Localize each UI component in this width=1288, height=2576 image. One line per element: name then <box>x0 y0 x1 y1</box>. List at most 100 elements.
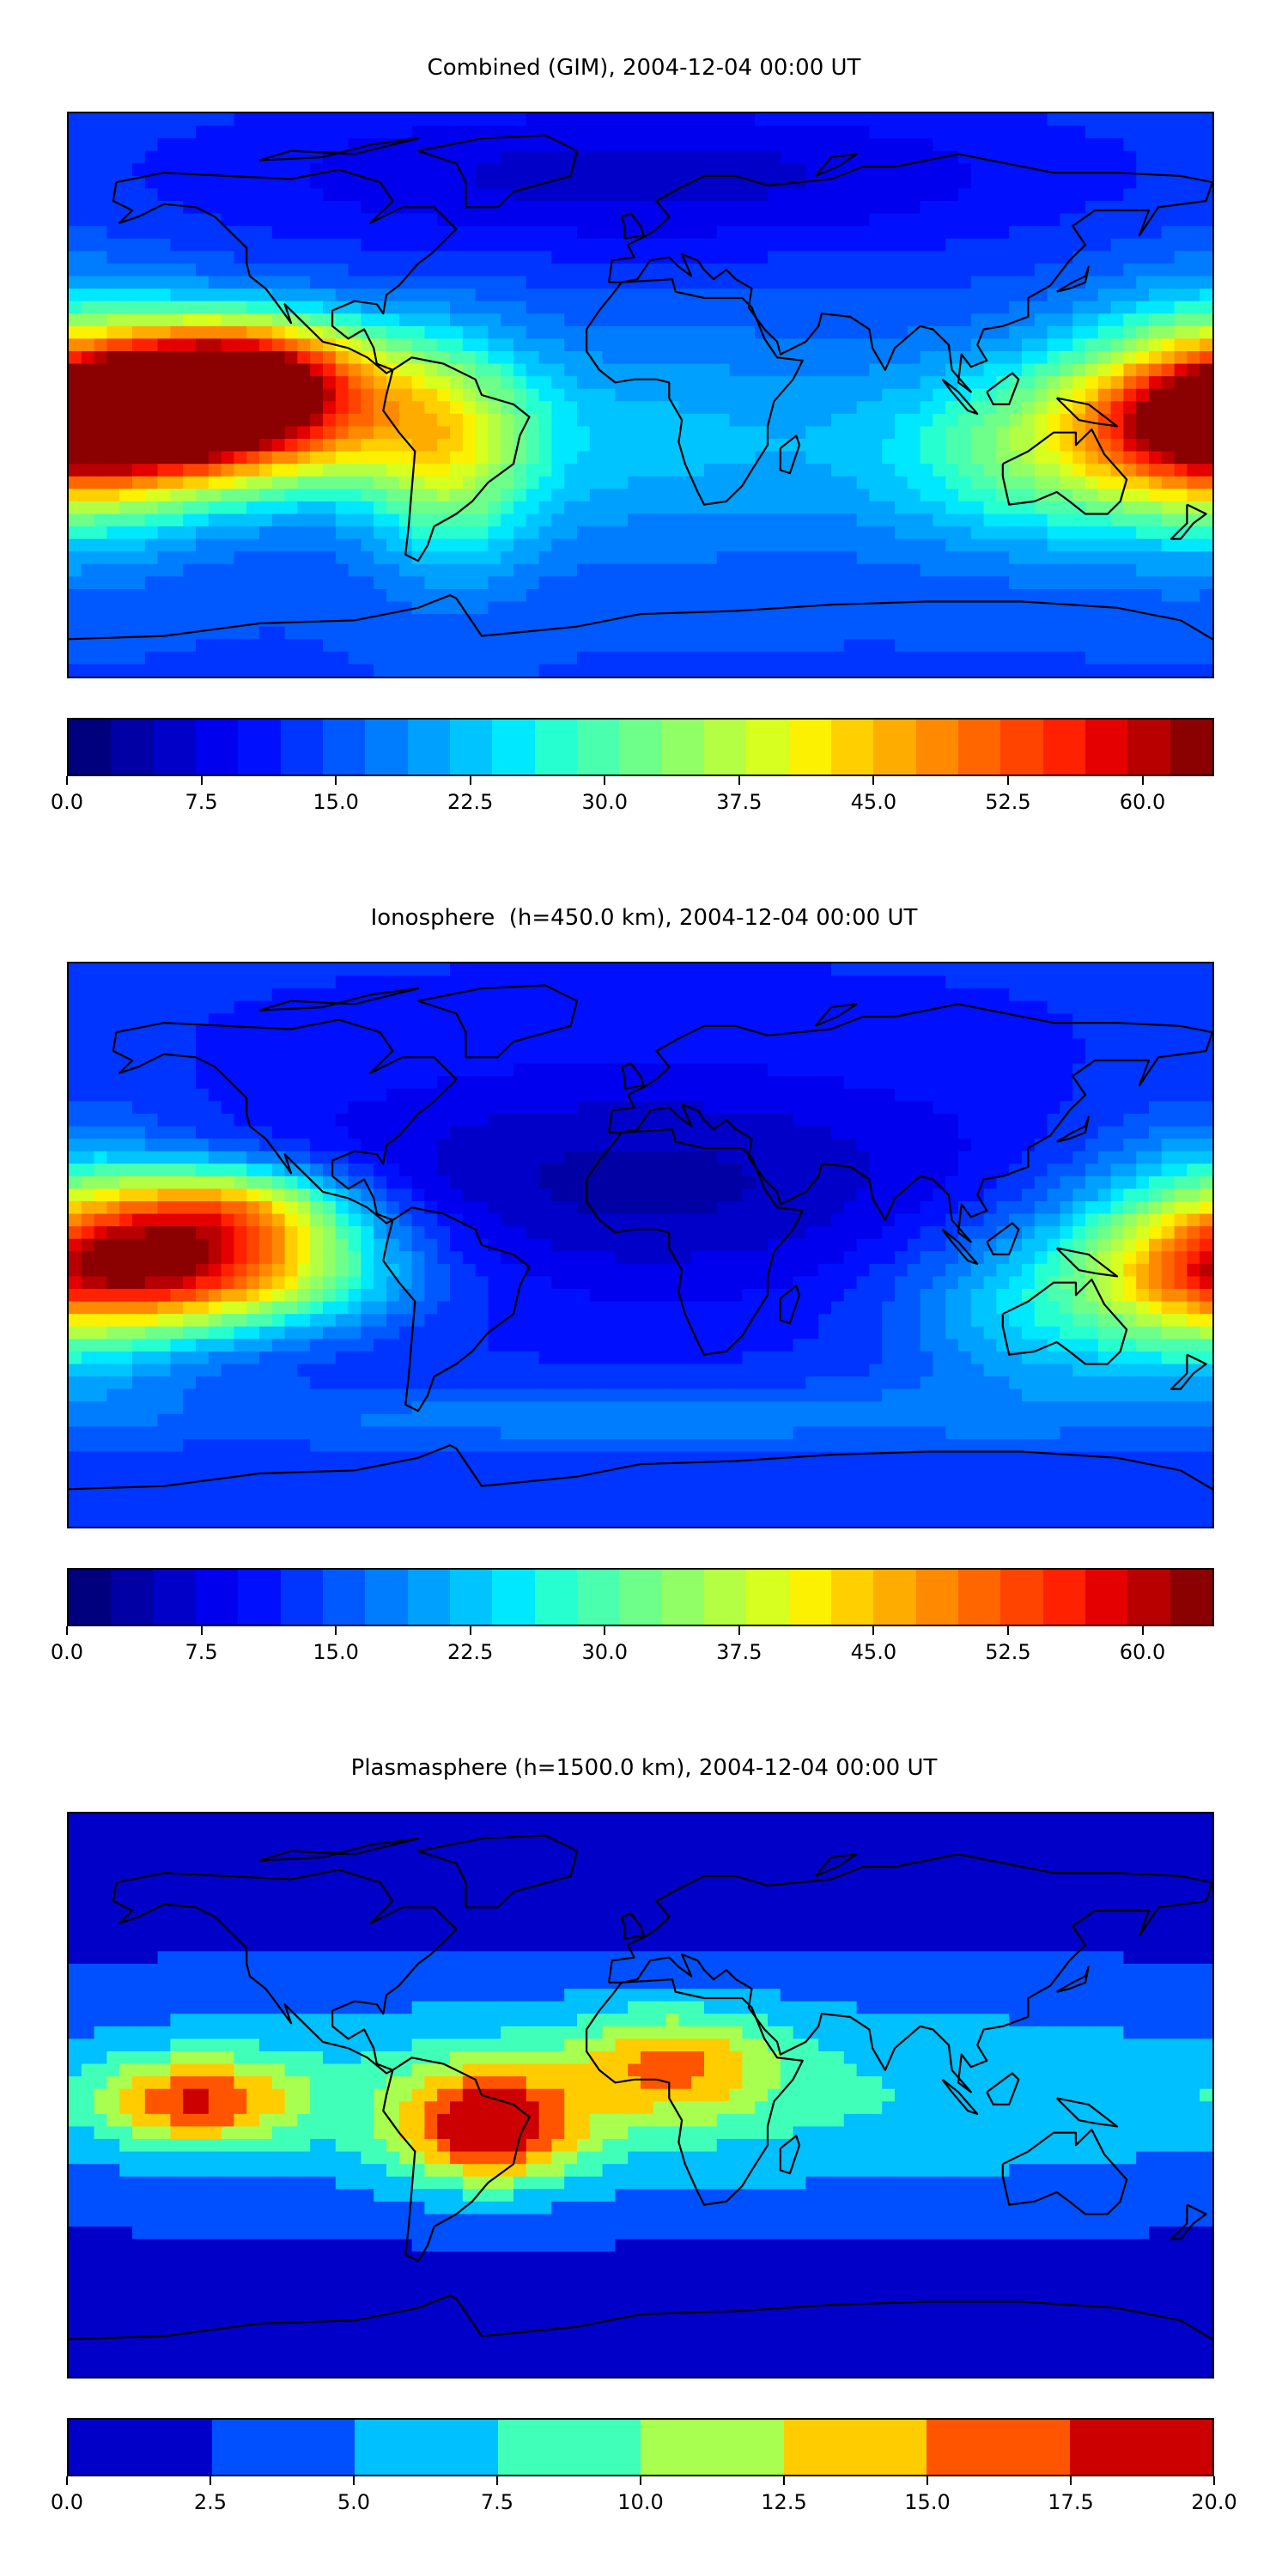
field-cell <box>297 476 311 489</box>
field-cell <box>615 1025 629 1040</box>
field-cell <box>106 576 120 590</box>
field-cell <box>170 363 184 377</box>
field-cell <box>665 175 679 190</box>
field-cell <box>1034 388 1048 402</box>
field-cell <box>1060 476 1073 489</box>
field-cell <box>1174 626 1188 640</box>
field-cell <box>589 563 604 577</box>
colorbar-segment <box>957 720 1001 775</box>
field-cell <box>1149 476 1163 489</box>
field-cell <box>831 1038 845 1052</box>
field-cell <box>234 651 247 665</box>
field-cell <box>920 338 933 352</box>
field-cell <box>1123 451 1137 465</box>
field-cell <box>920 363 933 377</box>
field-cell <box>805 451 819 465</box>
field-cell <box>665 975 679 989</box>
field-cell <box>958 251 972 264</box>
field-cell <box>780 563 794 577</box>
field-cell <box>361 376 374 390</box>
field-cell <box>144 501 159 515</box>
field-cell <box>628 451 641 465</box>
field-cell <box>196 588 210 603</box>
field-cell <box>259 350 273 365</box>
field-cell <box>284 439 298 453</box>
field-cell <box>106 413 120 428</box>
field-cell <box>1085 1000 1099 1014</box>
field-cell <box>208 651 222 665</box>
field-cell <box>996 175 1010 190</box>
field-cell <box>755 1038 769 1052</box>
field-cell <box>1123 626 1137 640</box>
field-cell <box>1136 413 1150 428</box>
field-cell <box>843 188 858 202</box>
field-cell <box>437 313 451 327</box>
field-cell <box>144 301 159 314</box>
field-cell <box>501 1038 514 1052</box>
field-cell <box>958 226 972 240</box>
field-cell <box>882 138 896 152</box>
field-cell <box>704 988 718 1002</box>
field-cell <box>742 576 756 590</box>
field-cell <box>996 626 1010 640</box>
field-cell <box>818 439 832 453</box>
field-cell <box>933 401 946 415</box>
field-cell <box>577 963 591 977</box>
field-cell <box>424 188 438 202</box>
field-cell <box>869 376 883 390</box>
field-cell <box>831 150 845 164</box>
field-cell <box>1060 588 1073 603</box>
field-cell <box>386 1076 400 1090</box>
field-cell <box>895 175 908 190</box>
field-cell <box>183 963 197 977</box>
field-cell <box>970 301 985 314</box>
field-cell <box>882 175 896 190</box>
field-cell <box>259 1013 273 1027</box>
field-cell <box>996 313 1010 327</box>
field-cell <box>1097 251 1112 264</box>
field-cell <box>323 363 337 377</box>
field-cell <box>716 325 731 339</box>
field-cell <box>271 464 286 477</box>
field-cell <box>1136 276 1150 289</box>
field-cell <box>1009 263 1023 277</box>
field-cell <box>1123 489 1137 502</box>
field-cell <box>1022 476 1036 489</box>
field-cell <box>551 664 565 677</box>
field-cell <box>589 464 604 477</box>
field-cell <box>310 301 324 314</box>
field-cell <box>768 301 781 314</box>
field-cell <box>831 263 845 277</box>
field-cell <box>221 1013 234 1027</box>
field-cell <box>920 1051 933 1065</box>
field-cell <box>907 551 921 565</box>
field-cell <box>424 338 438 352</box>
field-cell <box>970 489 985 502</box>
field-cell <box>462 376 477 390</box>
field-cell <box>755 276 769 289</box>
field-cell <box>437 325 451 339</box>
field-cell <box>691 226 705 240</box>
field-cell <box>882 113 896 127</box>
field-cell <box>106 476 120 489</box>
colorbar-segment <box>69 720 112 775</box>
field-cell <box>1187 513 1200 527</box>
field-cell <box>615 601 629 615</box>
field-cell <box>716 163 731 177</box>
field-cell <box>818 413 832 428</box>
field-cell <box>1009 439 1023 453</box>
field-cell <box>196 376 210 390</box>
field-cell <box>323 325 337 339</box>
field-cell <box>628 1038 641 1052</box>
field-cell <box>1097 551 1112 565</box>
field-cell <box>1097 501 1112 515</box>
field-cell <box>729 238 743 252</box>
field-cell <box>1123 426 1137 440</box>
field-cell <box>704 201 718 215</box>
field-cell <box>475 988 489 1002</box>
field-cell <box>729 626 743 640</box>
field-cell <box>958 614 972 628</box>
field-cell <box>1085 175 1099 190</box>
field-cell <box>259 975 273 989</box>
field-cell <box>284 138 298 152</box>
